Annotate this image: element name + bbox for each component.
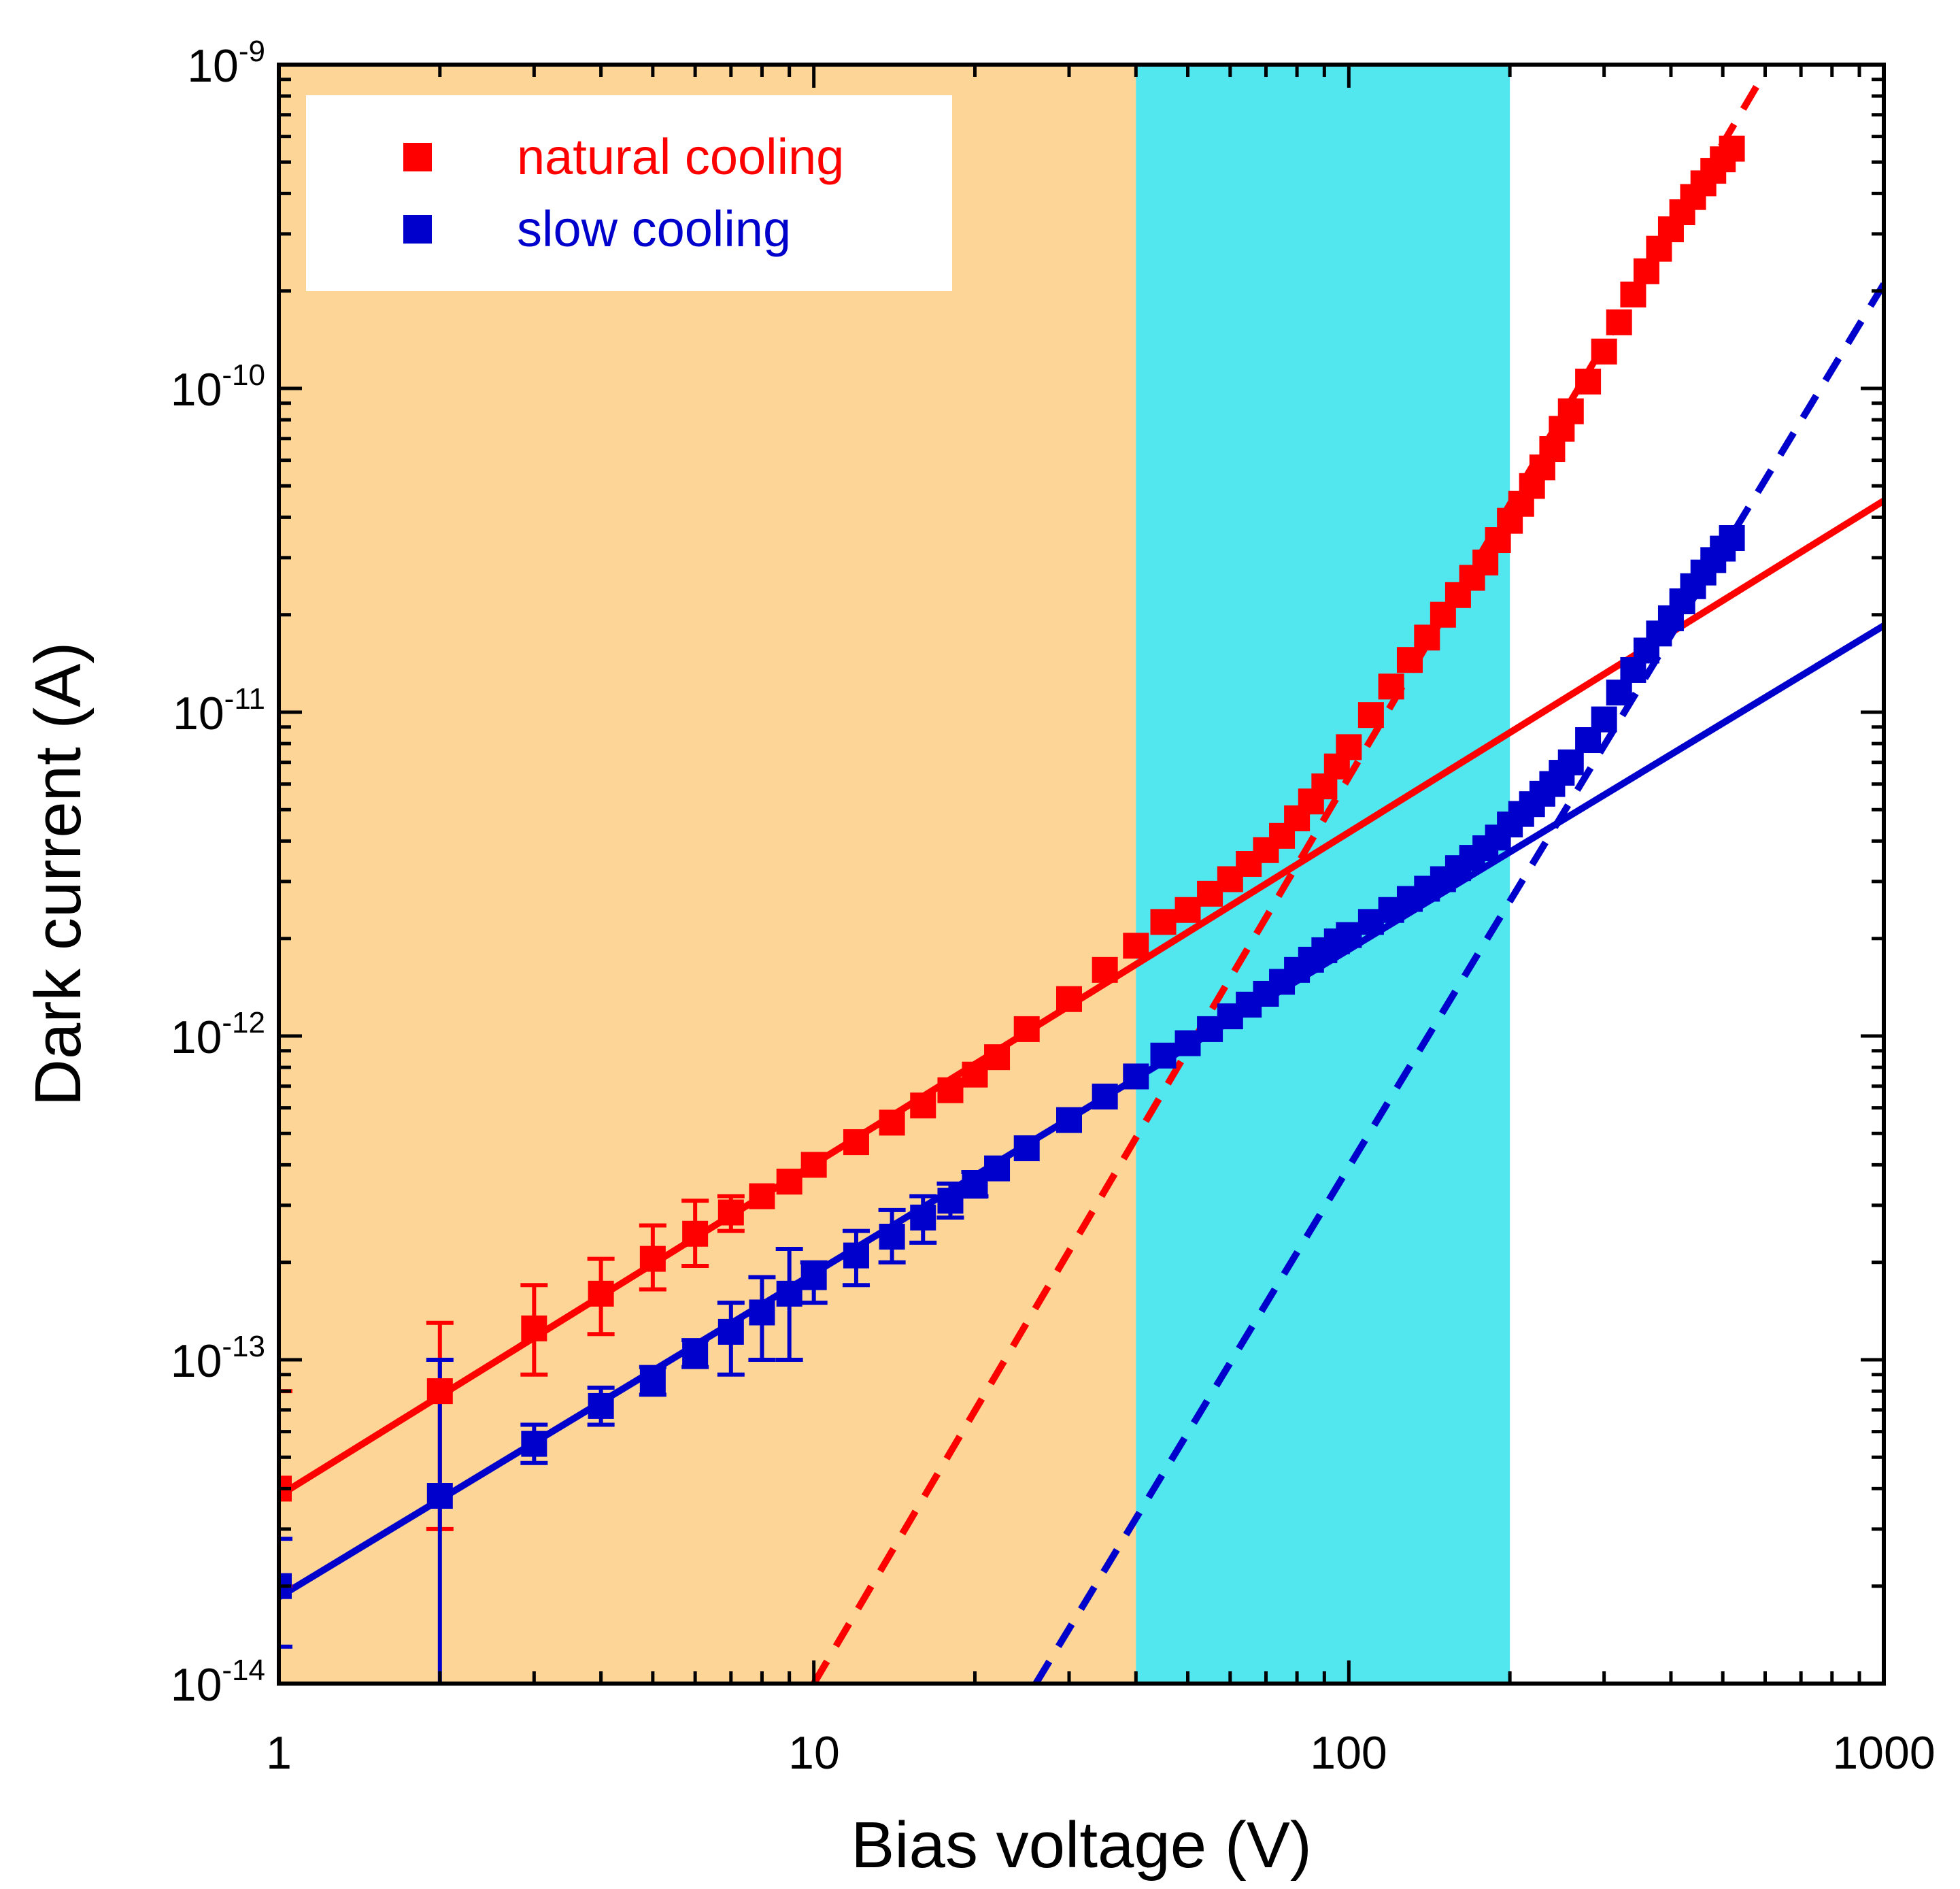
data-point-slow-cooling (1175, 1030, 1201, 1056)
data-point-slow-cooling (910, 1204, 936, 1231)
data-point-natural-cooling (1056, 986, 1083, 1012)
legend-label-natural-cooling: natural cooling (517, 129, 844, 185)
data-point-natural-cooling (1175, 897, 1201, 923)
data-point-slow-cooling (588, 1392, 614, 1419)
x-axis-title: Bias voltage (V) (851, 1809, 1312, 1882)
data-point-natural-cooling (1150, 909, 1177, 935)
data-point-slow-cooling (843, 1242, 869, 1269)
data-point-natural-cooling (1620, 281, 1646, 307)
data-point-slow-cooling (1557, 749, 1584, 775)
data-point-slow-cooling (984, 1155, 1011, 1182)
data-point-slow-cooling (426, 1483, 453, 1509)
data-point-natural-cooling (910, 1092, 936, 1119)
data-point-slow-cooling (717, 1318, 744, 1345)
shaded-region-0 (279, 65, 1136, 1684)
data-point-natural-cooling (879, 1109, 905, 1136)
data-point-natural-cooling (1378, 673, 1404, 700)
y-tick-label: 10-11 (173, 682, 265, 739)
data-point-natural-cooling (1575, 368, 1602, 395)
data-point-slow-cooling (1606, 680, 1632, 706)
data-point-slow-cooling (1056, 1107, 1083, 1133)
data-point-natural-cooling (749, 1183, 775, 1209)
data-point-natural-cooling (843, 1129, 869, 1156)
data-point-slow-cooling (962, 1172, 988, 1199)
data-point-slow-cooling (1150, 1042, 1177, 1069)
fit-line-dashed-0 (811, 70, 1768, 1684)
y-tick-label: 10-9 (187, 35, 265, 92)
data-point-slow-cooling (937, 1188, 964, 1214)
data-point-natural-cooling (984, 1044, 1011, 1071)
legend-marker-slow-cooling (403, 215, 432, 244)
data-point-natural-cooling (682, 1220, 709, 1247)
data-point-slow-cooling (800, 1264, 827, 1290)
fit-line-dashed-1 (1032, 282, 1884, 1684)
data-point-natural-cooling (588, 1280, 614, 1307)
legend-marker-natural-cooling (403, 143, 432, 171)
data-point-natural-cooling (1557, 398, 1584, 424)
data-point-natural-cooling (937, 1077, 964, 1103)
data-point-natural-cooling (1336, 734, 1362, 760)
data-point-slow-cooling (1123, 1063, 1149, 1090)
data-point-natural-cooling (776, 1169, 802, 1195)
data-point-natural-cooling (1606, 309, 1632, 335)
data-point-slow-cooling (879, 1224, 905, 1250)
plot-frame (277, 63, 1886, 1686)
y-axis-title: Dark current (A) (22, 642, 95, 1107)
data-point-natural-cooling (1013, 1016, 1040, 1042)
data-point-natural-cooling (1414, 624, 1440, 651)
legend-box (306, 95, 952, 291)
y-tick-label: 10-13 (171, 1330, 265, 1387)
data-point-natural-cooling (639, 1246, 666, 1272)
data-point-slow-cooling (749, 1299, 775, 1326)
data-point-natural-cooling (521, 1315, 547, 1341)
data-point-natural-cooling (962, 1061, 988, 1088)
data-point-slow-cooling (1013, 1135, 1040, 1162)
data-point-slow-cooling (682, 1339, 709, 1366)
data-point-natural-cooling (1092, 956, 1118, 983)
data-point-slow-cooling (1336, 922, 1362, 948)
data-point-slow-cooling (1591, 706, 1617, 733)
data-point-slow-cooling (776, 1280, 802, 1307)
data-point-slow-cooling (521, 1431, 547, 1457)
data-point-natural-cooling (1396, 647, 1423, 673)
data-point-slow-cooling (1092, 1084, 1118, 1110)
y-tick-label: 10-12 (171, 1006, 265, 1063)
data-point-natural-cooling (1123, 933, 1149, 959)
x-tick-label: 1000 (1832, 1727, 1935, 1779)
x-tick-label: 1 (266, 1727, 292, 1779)
data-point-natural-cooling (800, 1152, 827, 1178)
data-point-natural-cooling (1591, 338, 1617, 365)
data-point-slow-cooling (639, 1368, 666, 1394)
legend: natural cooling slow cooling (306, 95, 952, 291)
data-point-natural-cooling (1357, 702, 1384, 729)
data-point-natural-cooling (717, 1199, 744, 1226)
plot-area (279, 70, 1884, 1684)
legend-label-slow-cooling: slow cooling (517, 201, 791, 257)
data-point-slow-cooling (1719, 524, 1745, 551)
x-tick-label: 100 (1310, 1727, 1387, 1779)
axis-ticks (277, 63, 1886, 1686)
y-tick-label: 10-10 (171, 358, 265, 416)
data-point-natural-cooling (1472, 549, 1499, 575)
x-tick-label: 10 (788, 1727, 840, 1779)
y-tick-label: 10-14 (171, 1654, 265, 1711)
data-point-natural-cooling (426, 1378, 453, 1405)
shaded-regions (279, 65, 1510, 1684)
data-point-natural-cooling (1633, 258, 1659, 284)
data-point-natural-cooling (1719, 135, 1745, 162)
data-markers (279, 135, 1745, 1599)
